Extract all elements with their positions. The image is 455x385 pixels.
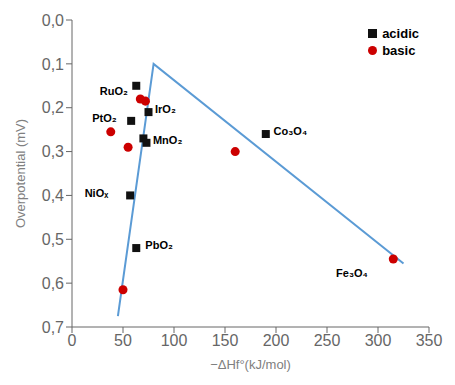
svg-text:MnO₂: MnO₂	[153, 134, 182, 146]
svg-text:50: 50	[114, 332, 132, 349]
svg-text:0,0: 0,0	[42, 12, 64, 29]
svg-text:200: 200	[263, 332, 290, 349]
svg-text:PbO₂: PbO₂	[145, 239, 173, 251]
svg-text:RuO₂: RuO₂	[100, 85, 128, 97]
svg-text:NiOₓ: NiOₓ	[85, 187, 110, 199]
svg-text:150: 150	[212, 332, 239, 349]
svg-text:250: 250	[314, 332, 341, 349]
svg-text:IrO₂: IrO₂	[155, 103, 176, 115]
svg-text:−ΔHf°(kJ/mol): −ΔHf°(kJ/mol)	[210, 357, 291, 372]
svg-text:Overpotential (mV): Overpotential (mV)	[13, 119, 28, 228]
svg-text:0,3: 0,3	[42, 143, 64, 160]
svg-text:Fe₃O₄: Fe₃O₄	[336, 267, 368, 279]
svg-text:Co₃O₄: Co₃O₄	[274, 125, 308, 137]
svg-text:300: 300	[365, 332, 392, 349]
svg-text:0,6: 0,6	[42, 275, 64, 292]
svg-text:0,7: 0,7	[42, 319, 64, 336]
html-text:basic: basic	[382, 43, 416, 58]
html-text:acidic: acidic	[382, 26, 419, 41]
svg-text:0,5: 0,5	[42, 231, 64, 248]
svg-text:0,1: 0,1	[42, 56, 64, 73]
svg-text:PtO₂: PtO₂	[92, 112, 117, 124]
svg-text:100: 100	[161, 332, 188, 349]
svg-text:350: 350	[416, 332, 443, 349]
svg-text:0,2: 0,2	[42, 99, 64, 116]
svg-text:0,4: 0,4	[42, 187, 64, 204]
svg-text:0: 0	[68, 332, 77, 349]
